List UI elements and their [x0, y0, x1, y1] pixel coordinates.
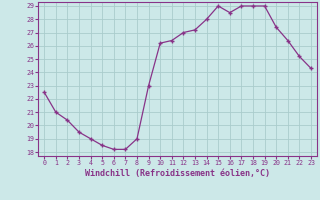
- X-axis label: Windchill (Refroidissement éolien,°C): Windchill (Refroidissement éolien,°C): [85, 169, 270, 178]
